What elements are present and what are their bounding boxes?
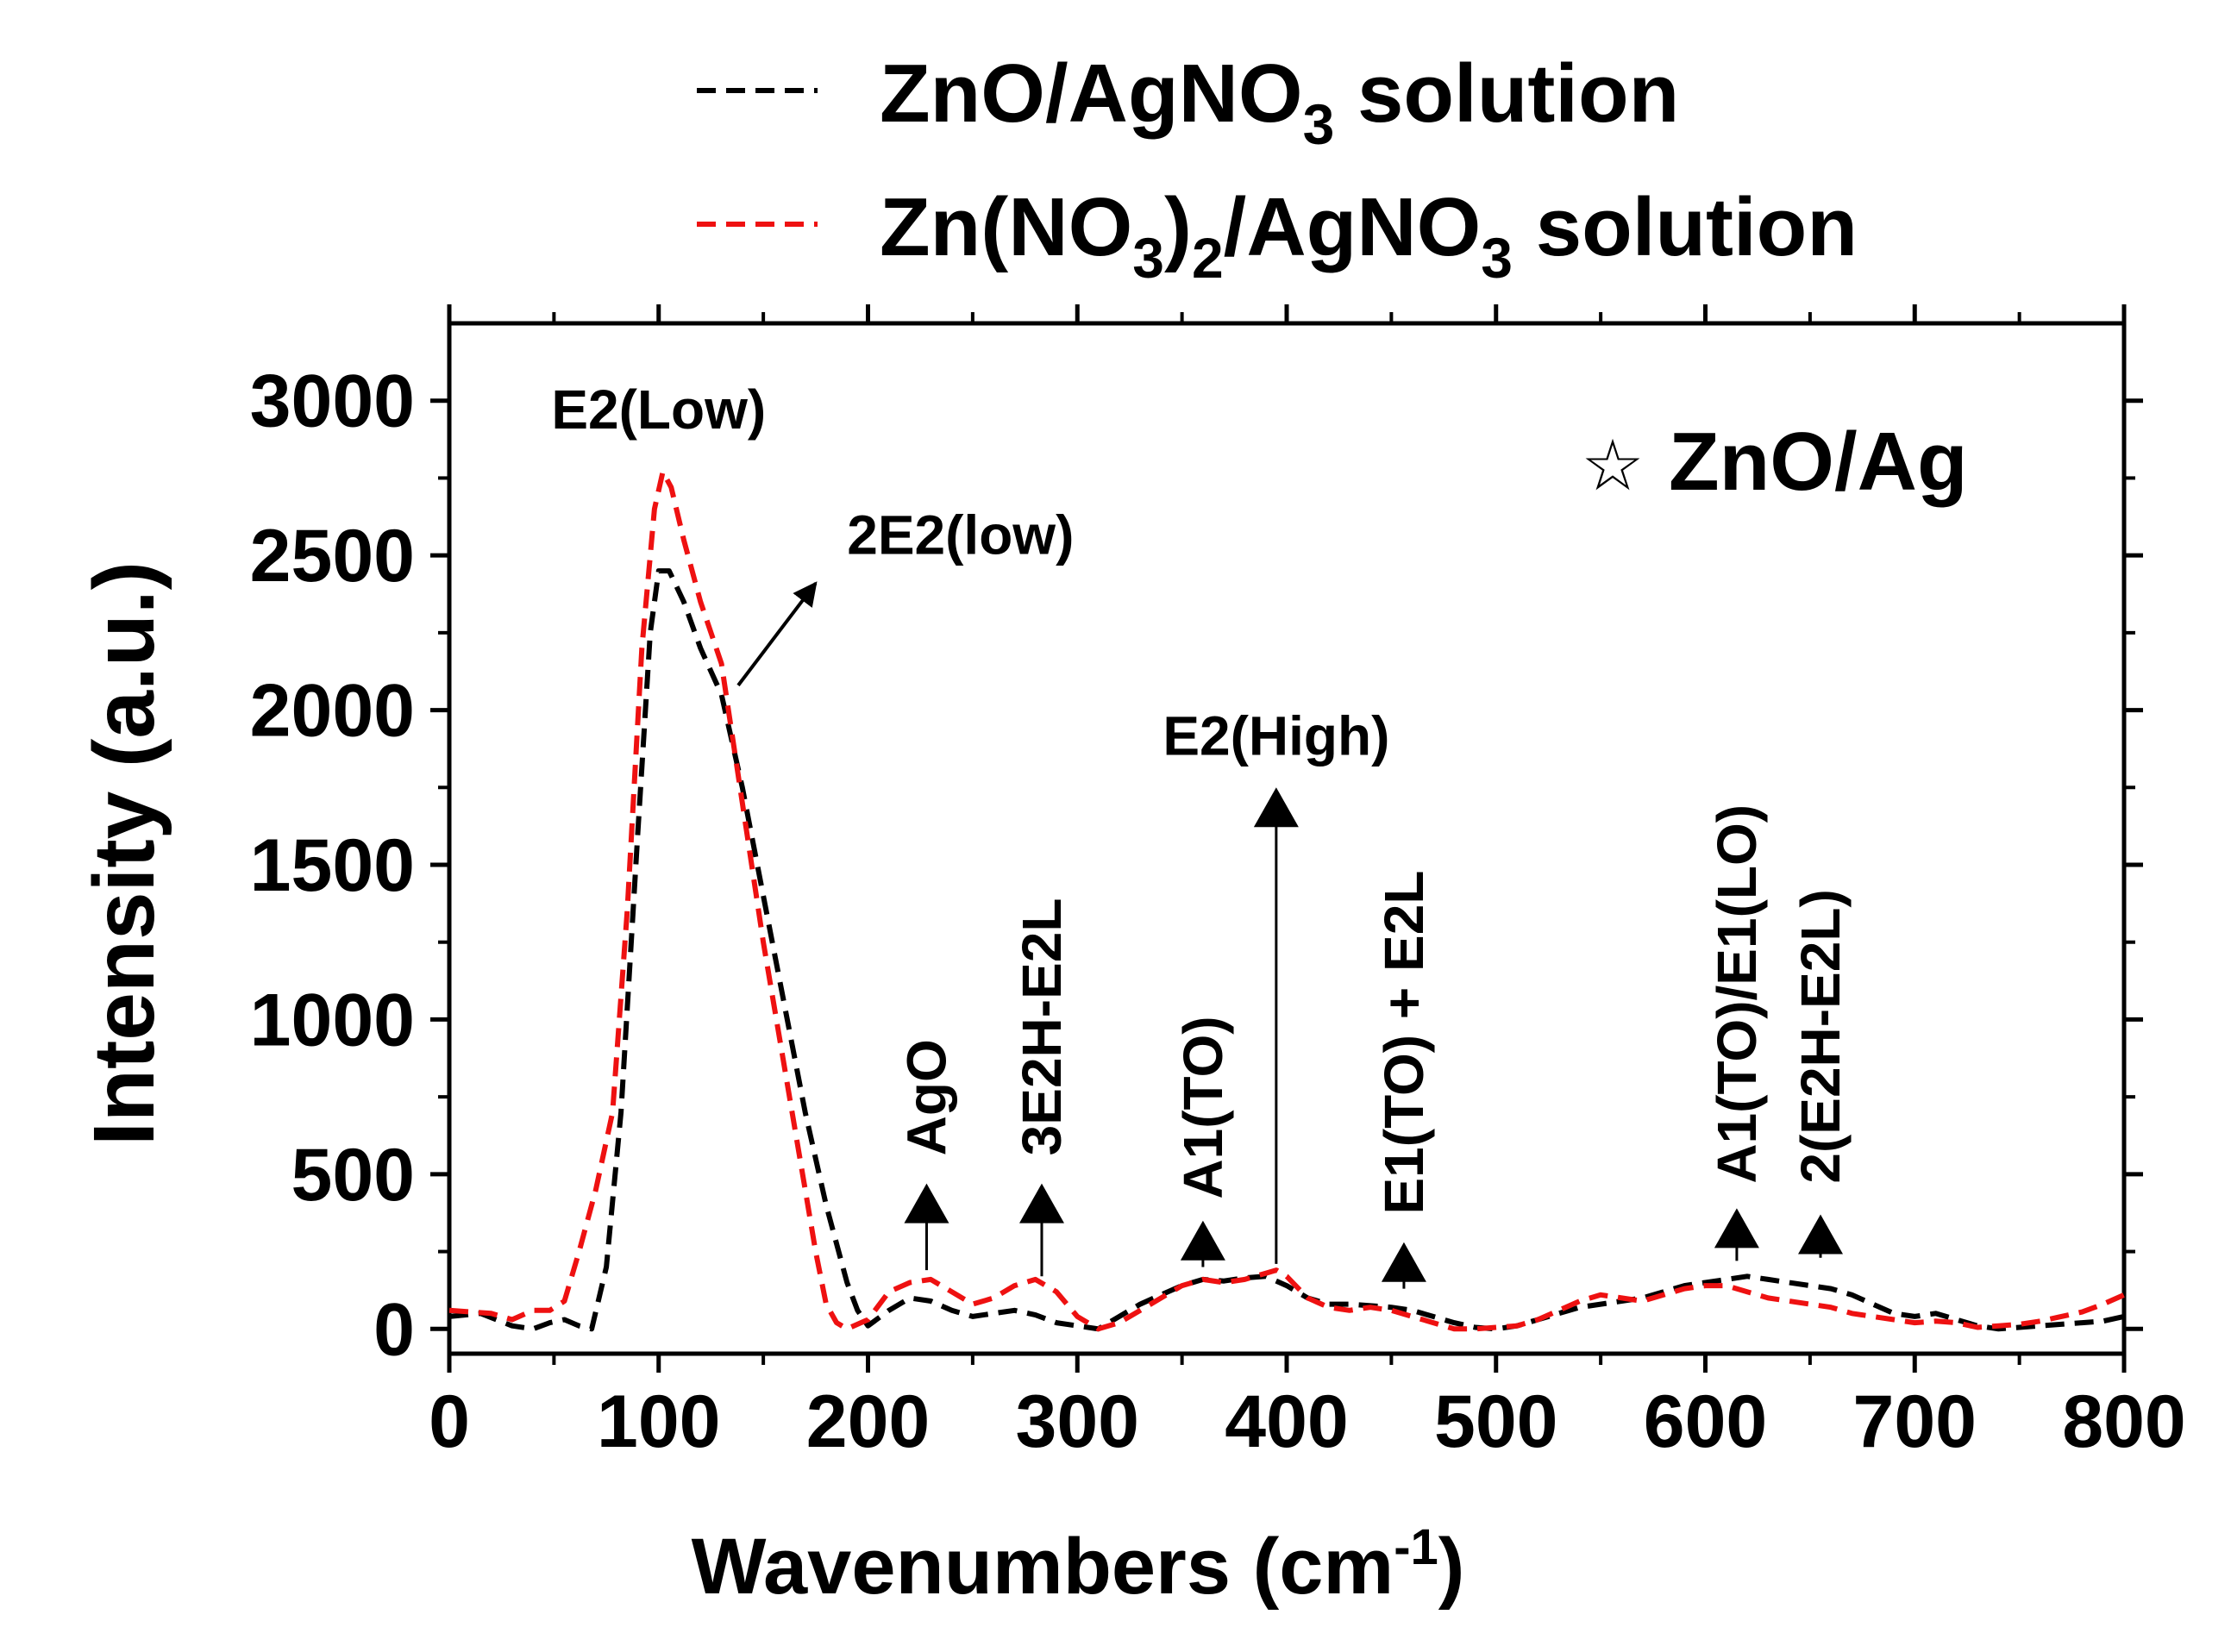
x-tick-label: 800 bbox=[2062, 1380, 2186, 1463]
y-axis-title: Intensity (a.u.) bbox=[76, 561, 172, 1146]
y-tick-label: 2500 bbox=[250, 515, 415, 598]
peak-marker-head bbox=[1018, 1183, 1064, 1223]
peak-marker-head bbox=[1180, 1220, 1225, 1261]
peak-label: AgO bbox=[895, 1039, 957, 1155]
x-tick-label: 500 bbox=[1434, 1380, 1558, 1463]
legend-label: Zn(NO3)2/AgNO3 solution bbox=[880, 181, 1858, 290]
inset-label: ☆ ZnO/Ag bbox=[1581, 416, 1967, 508]
x-tick-label: 700 bbox=[1853, 1380, 1977, 1463]
series-line-0 bbox=[448, 568, 2125, 1332]
legend-label: ZnO/AgNO3 solution bbox=[880, 47, 1679, 156]
series-layer bbox=[448, 469, 2126, 1332]
x-tick-label: 600 bbox=[1644, 1380, 1768, 1463]
y-tick-label: 1000 bbox=[250, 979, 415, 1061]
x-tick-label: 100 bbox=[597, 1380, 721, 1463]
peak-marker-head bbox=[1381, 1242, 1426, 1282]
inset-text: ZnO/Ag bbox=[1669, 416, 1968, 508]
peak-annotations: E2(Low) 2E2(low) E2(High) AgO 3E2H-E2L A1(TO)… bbox=[551, 379, 1852, 1215]
x-tick-label: 0 bbox=[429, 1380, 470, 1463]
axis-ticks: 0 100 200 300 400 500 600 700 800 0 500 1000 1500 200… bbox=[250, 304, 2186, 1463]
peak-marker-head bbox=[1798, 1214, 1844, 1255]
peak-label: E2(Low) bbox=[551, 379, 766, 441]
x-axis-title: Wavenumbers (cm-1) bbox=[692, 1519, 1465, 1611]
peak-label: E1(TO) + E2L bbox=[1373, 871, 1435, 1215]
y-tick-label: 1500 bbox=[250, 824, 415, 907]
peak-marker-head bbox=[904, 1183, 949, 1223]
x-tick-label: 400 bbox=[1225, 1380, 1349, 1463]
peak-markers bbox=[736, 581, 1844, 1289]
peak-label: 2(E2H-E2L) bbox=[1789, 889, 1852, 1183]
peak-label: A1(TO) bbox=[1172, 1016, 1234, 1198]
y-tick-label: 2000 bbox=[250, 670, 415, 753]
x-tick-label: 300 bbox=[1016, 1380, 1140, 1463]
peak-label: 3E2H-E2L bbox=[1011, 898, 1073, 1156]
y-tick-label: 500 bbox=[291, 1134, 416, 1217]
legend: ZnO/AgNO3 solution Zn(NO3)2/AgNO3 solutio… bbox=[697, 47, 1858, 290]
peak-label: 2E2(low) bbox=[847, 504, 1074, 566]
peak-marker-head bbox=[1253, 787, 1299, 828]
peak-marker-head bbox=[1714, 1208, 1759, 1248]
y-tick-label: 0 bbox=[373, 1288, 415, 1371]
series-line-1 bbox=[448, 469, 2126, 1332]
y-tick-label: 3000 bbox=[250, 360, 415, 443]
x-tick-label: 200 bbox=[806, 1380, 931, 1463]
peak-label: A1(TO)/E1(LO) bbox=[1706, 804, 1768, 1184]
star-icon: ☆ bbox=[1581, 427, 1645, 505]
peak-arrow bbox=[736, 581, 818, 687]
peak-label: E2(High) bbox=[1163, 705, 1389, 767]
